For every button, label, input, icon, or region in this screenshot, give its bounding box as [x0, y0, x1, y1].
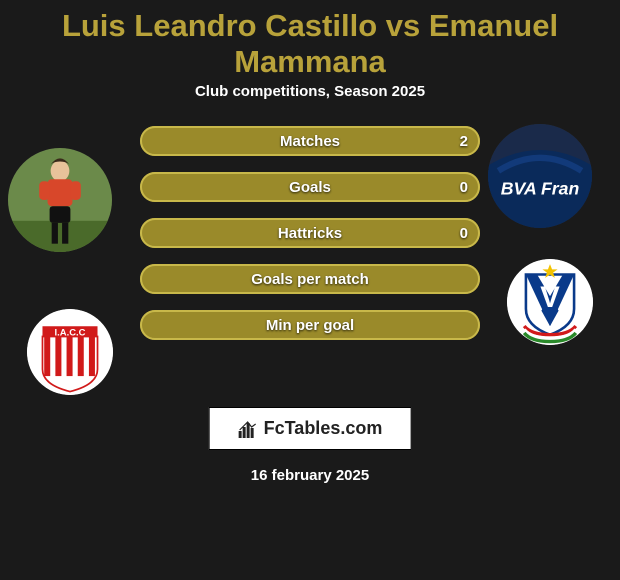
stat-bar-label: Min per goal	[140, 310, 480, 340]
stat-row-matches: Matches2	[140, 126, 480, 156]
stat-value-right: 2	[460, 126, 468, 156]
club-right-crest: V	[507, 259, 593, 345]
stat-bar-label: Goals per match	[140, 264, 480, 294]
stat-bars: Matches2Goals0Hattricks0Goals per matchM…	[140, 126, 480, 356]
stat-row-hattricks: Hattricks0	[140, 218, 480, 248]
stat-row-min-per-goal: Min per goal	[140, 310, 480, 340]
player-right-avatar: BVA Fran	[488, 124, 592, 228]
stat-row-goals: Goals0	[140, 172, 480, 202]
club-left-crest: I.A.C.C	[27, 309, 113, 395]
stat-value-right: 0	[460, 218, 468, 248]
page-title: Luis Leandro Castillo vs Emanuel Mammana	[0, 0, 620, 83]
svg-text:BVA Fran: BVA Fran	[501, 179, 580, 199]
club-left-crest-icon: I.A.C.C	[27, 309, 113, 395]
stat-bar-label: Hattricks	[140, 218, 480, 248]
page-subtitle: Club competitions, Season 2025	[0, 83, 620, 118]
stat-value-right: 0	[460, 172, 468, 202]
snapshot-date: 16 february 2025	[0, 467, 620, 484]
stat-row-goals-per-match: Goals per match	[140, 264, 480, 294]
stat-bar-label: Matches	[140, 126, 480, 156]
branding-logo-icon	[238, 419, 258, 439]
player-left-avatar-icon	[8, 148, 112, 252]
stat-bar-label: Goals	[140, 172, 480, 202]
svg-text:V: V	[540, 282, 560, 314]
player-right-avatar-icon: BVA Fran	[488, 124, 592, 228]
branding-badge: FcTables.com	[209, 407, 412, 450]
player-left-avatar	[8, 148, 112, 252]
club-right-crest-icon: V	[507, 259, 593, 345]
branding-text: FcTables.com	[264, 418, 383, 439]
